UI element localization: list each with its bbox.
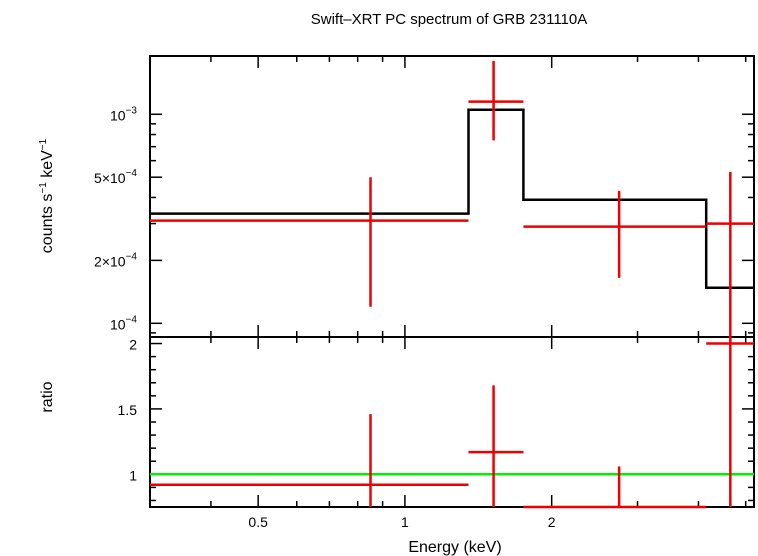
- x-tick-label: 2: [548, 514, 556, 530]
- y-label-exp: −1: [38, 182, 49, 194]
- y-tick-mantissa: 10: [110, 107, 126, 123]
- bottom-panel-frame: [149, 336, 755, 508]
- y-tick-label: 10−4: [110, 314, 137, 332]
- y-label-part: keV: [39, 150, 56, 182]
- x-tick-label: 1: [401, 514, 409, 530]
- y-tick-mantissa: 10: [110, 316, 126, 332]
- y-tick-mantissa: 2×10: [94, 253, 126, 269]
- chart-title: Swift–XRT PC spectrum of GRB 231110A: [311, 11, 588, 28]
- bottom-panel: [149, 336, 755, 508]
- spectrum-y-axis-label: counts s−1 keV−1: [38, 138, 56, 253]
- model-curve: [150, 108, 754, 289]
- y-tick-label: 2×10−4: [94, 251, 137, 269]
- x-axis-label: Energy (keV): [408, 539, 501, 556]
- y-label-exp: −1: [38, 138, 49, 150]
- ratio-y-axis-label: ratio: [39, 381, 56, 412]
- y-label-part: counts s: [39, 194, 56, 254]
- y-tick-mantissa: 5×10: [94, 170, 126, 186]
- top-panel: [149, 55, 755, 338]
- y-tick-label: 10−3: [110, 105, 137, 123]
- y-tick-label: 5×10−4: [94, 168, 137, 186]
- ratio-y-tick-label: 1: [129, 467, 137, 483]
- ratio-y-tick-label: 1.5: [118, 402, 138, 418]
- y-tick-exponent: −4: [126, 314, 138, 325]
- x-tick-label: 0.5: [248, 514, 268, 530]
- y-tick-exponent: −4: [126, 251, 138, 262]
- y-tick-exponent: −3: [126, 105, 138, 116]
- y-tick-exponent: −4: [126, 168, 138, 179]
- top-panel-frame: [149, 55, 755, 338]
- ratio-y-tick-label: 2: [129, 337, 137, 353]
